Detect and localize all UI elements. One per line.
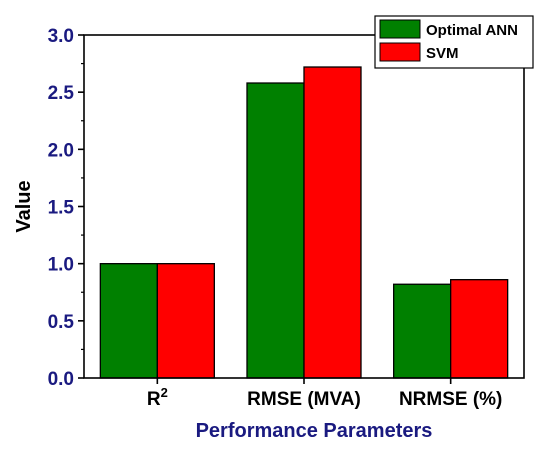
y-axis-title: Value (13, 180, 35, 232)
x-tick-label: NRMSE (%) (399, 389, 502, 410)
bars-group (99, 66, 509, 379)
y-tick-label: 0.5 (48, 312, 75, 333)
x-tick-label: RMSE (MVA) (247, 389, 361, 410)
legend-swatch-optimal-ann (379, 19, 421, 39)
y-tick-label: 0.0 (48, 369, 74, 390)
x-axis-title: Performance Parameters (196, 420, 433, 442)
legend-label-svm: SVM (426, 45, 459, 62)
bar-svm-2 (450, 279, 509, 379)
x-tick-superscript: 2 (161, 385, 168, 400)
bar-svm-1 (303, 66, 362, 379)
x-tick-label: R2 (147, 385, 168, 410)
bar-optimal-ann-1 (246, 82, 305, 379)
legend-label-optimal-ann: Optimal ANN (426, 22, 518, 39)
bar-optimal-ann-2 (393, 283, 452, 379)
y-tick-label: 2.5 (48, 83, 75, 104)
y-tick-label: 2.0 (48, 140, 74, 161)
bar-svm-0 (156, 263, 215, 379)
x-ticks-group: R2 RMSE (MVA) NRMSE (%) (147, 378, 502, 410)
y-tick-label: 3.0 (48, 26, 74, 47)
bar-optimal-ann-0 (99, 263, 158, 379)
legend: Optimal ANN SVM (374, 15, 534, 69)
legend-swatch-svm (379, 42, 421, 62)
y-tick-label: 1.0 (48, 255, 74, 276)
y-ticks-group: 0.0 0.5 1.0 1.5 2.0 2.5 3.0 (48, 26, 84, 390)
y-tick-label: 1.5 (48, 198, 75, 219)
